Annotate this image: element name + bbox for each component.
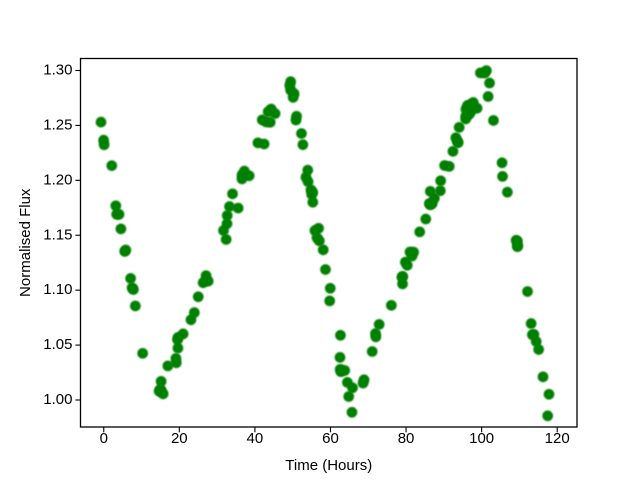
- svg-text:1.15: 1.15: [43, 226, 72, 243]
- svg-text:100: 100: [469, 430, 494, 447]
- svg-text:1.00: 1.00: [43, 391, 72, 408]
- svg-text:40: 40: [247, 430, 264, 447]
- svg-text:Time (Hours): Time (Hours): [285, 457, 372, 474]
- svg-text:Normalised Flux: Normalised Flux: [17, 188, 34, 297]
- svg-text:1.10: 1.10: [43, 281, 72, 298]
- svg-text:1.20: 1.20: [43, 171, 72, 188]
- svg-text:60: 60: [322, 430, 339, 447]
- svg-text:20: 20: [171, 430, 188, 447]
- svg-text:120: 120: [545, 430, 570, 447]
- svg-text:1.05: 1.05: [43, 336, 72, 353]
- svg-text:1.30: 1.30: [43, 62, 72, 79]
- svg-text:1.25: 1.25: [43, 116, 72, 133]
- svg-text:80: 80: [398, 430, 415, 447]
- svg-text:0: 0: [100, 430, 108, 447]
